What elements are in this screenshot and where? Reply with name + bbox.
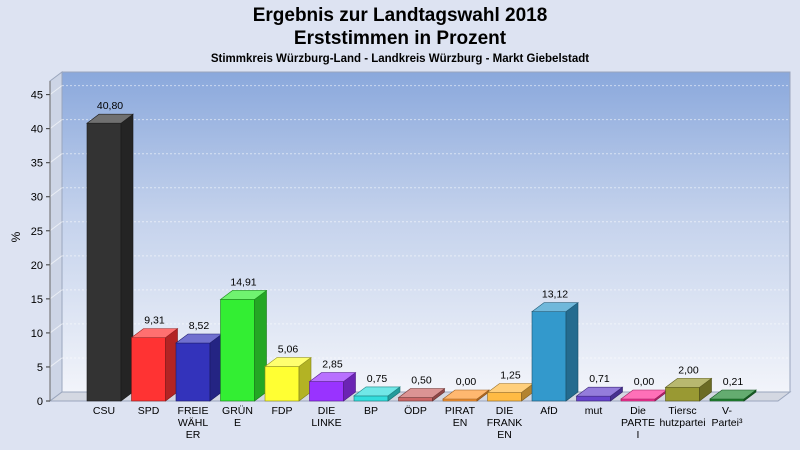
bar-front bbox=[309, 381, 344, 402]
bar-front bbox=[220, 299, 255, 402]
bar bbox=[486, 382, 535, 402]
y-tick-label: 35 bbox=[31, 158, 43, 170]
y-tick-label: 40 bbox=[31, 124, 43, 136]
y-tick-label: 15 bbox=[31, 294, 43, 306]
bar-value-label: 5,06 bbox=[278, 344, 299, 356]
y-tick-label: 45 bbox=[31, 90, 43, 102]
gridline-wall bbox=[49, 187, 63, 198]
x-tick-label: Die PARTE I bbox=[621, 405, 655, 441]
bar-side bbox=[120, 113, 134, 402]
bar-front bbox=[531, 311, 567, 402]
x-tick-label: Tiersc hutzpartei bbox=[659, 405, 705, 429]
bar-top bbox=[264, 357, 312, 367]
bar-value-label: 14,91 bbox=[230, 276, 256, 288]
bar bbox=[353, 386, 401, 402]
x-tick-label: ÖDP bbox=[404, 405, 427, 417]
bar-top bbox=[709, 389, 757, 400]
y-axis-label: % bbox=[9, 231, 23, 242]
y-tick-label: 20 bbox=[31, 260, 43, 272]
bar-top bbox=[130, 328, 179, 338]
chart-subtitle: Stimmkreis Würzburg-Land - Landkreis Wür… bbox=[210, 53, 590, 65]
bar bbox=[86, 113, 134, 402]
gridline-wall bbox=[49, 119, 63, 130]
bar-value-label: 40,80 bbox=[97, 100, 123, 112]
gridline-wall bbox=[49, 153, 63, 164]
bar-top bbox=[353, 386, 401, 397]
bar bbox=[620, 389, 668, 402]
x-tick-label: V-Partei³ bbox=[712, 405, 743, 429]
bar-value-label: 0,71 bbox=[589, 373, 610, 385]
bar-top bbox=[575, 386, 624, 397]
bar-top bbox=[397, 388, 446, 398]
gridline-wall bbox=[49, 85, 63, 96]
bar-value-label: 9,31 bbox=[144, 315, 165, 327]
x-tick-label: PIRAT EN bbox=[445, 405, 476, 429]
bar bbox=[308, 371, 357, 402]
x-tick-label: GRÜN E bbox=[222, 405, 253, 429]
bar-front bbox=[665, 387, 700, 402]
x-tick-label: SPD bbox=[138, 405, 160, 417]
bar-top bbox=[308, 372, 357, 382]
bar bbox=[264, 356, 312, 402]
bar-top bbox=[86, 113, 134, 124]
bar-front bbox=[175, 342, 211, 402]
gridline-wall bbox=[49, 289, 63, 300]
y-tick-label: 10 bbox=[31, 328, 43, 340]
x-tick-label: FREIE WÄHL ER bbox=[178, 405, 209, 441]
bar bbox=[397, 387, 446, 402]
bar-top bbox=[664, 378, 713, 388]
x-tick-label: BP bbox=[364, 405, 378, 417]
x-tick-label: AfD bbox=[540, 405, 558, 417]
y-tick-label: 25 bbox=[31, 226, 43, 238]
bar-front bbox=[86, 122, 122, 402]
x-tick-label: mut bbox=[585, 405, 603, 417]
y-tick-label: 30 bbox=[31, 192, 43, 204]
bar-value-label: 2,85 bbox=[322, 359, 343, 371]
y-tick-label: 5 bbox=[37, 362, 43, 374]
bar bbox=[175, 333, 223, 402]
bar-value-label: 0,21 bbox=[723, 376, 744, 388]
x-tick-label: DIE FRANK EN bbox=[487, 405, 523, 441]
bar-top bbox=[442, 389, 490, 400]
bar bbox=[709, 389, 757, 402]
bar bbox=[219, 289, 268, 402]
bar-top bbox=[531, 302, 579, 312]
gridline-wall bbox=[49, 357, 63, 368]
bar-top bbox=[219, 290, 268, 300]
gridline-wall bbox=[49, 323, 63, 334]
bar-value-label: 0,00 bbox=[634, 376, 655, 388]
bar-value-label: 0,00 bbox=[456, 376, 477, 388]
bar-front bbox=[576, 395, 611, 402]
title-block: Ergebnis zur Landtagswahl 2018 Erststimm… bbox=[0, 4, 800, 65]
gridline-wall bbox=[49, 255, 63, 266]
x-tick-label: DIE LINKE bbox=[311, 405, 341, 429]
chart-title-line1: Ergebnis zur Landtagswahl 2018 bbox=[252, 5, 548, 26]
bar bbox=[130, 328, 179, 402]
bar-value-label: 1,25 bbox=[500, 369, 521, 381]
bar-value-label: 0,75 bbox=[367, 373, 388, 385]
bar-front bbox=[398, 397, 433, 402]
bar-value-label: 13,12 bbox=[542, 289, 568, 301]
bar-front bbox=[131, 337, 166, 402]
bar bbox=[664, 377, 713, 402]
bar-front bbox=[487, 392, 522, 402]
y-tick-label: 0 bbox=[37, 396, 43, 408]
bar-value-label: 8,52 bbox=[189, 320, 210, 332]
gridline-wall bbox=[49, 221, 63, 232]
bar bbox=[442, 389, 490, 402]
bar-side bbox=[209, 333, 223, 402]
bar-front bbox=[264, 366, 300, 402]
bar-value-label: 2,00 bbox=[678, 364, 699, 376]
chart-title-line2: Erststimmen in Prozent bbox=[293, 28, 507, 49]
bar-value-label: 0,50 bbox=[411, 375, 432, 387]
bar bbox=[531, 302, 579, 402]
bar-side bbox=[565, 302, 579, 402]
x-tick-label: CSU bbox=[93, 405, 115, 417]
bar bbox=[575, 386, 624, 402]
bar-front bbox=[353, 395, 389, 402]
x-tick-label: FDP bbox=[272, 405, 293, 417]
bar-side bbox=[165, 328, 178, 402]
